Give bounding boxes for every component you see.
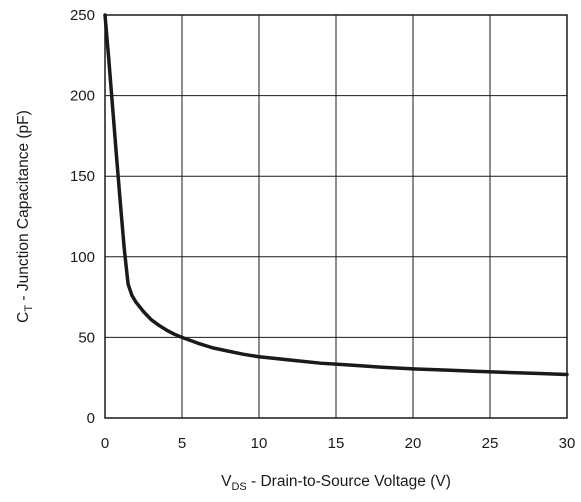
series-layer (103, 13, 569, 377)
x-tick-label: 15 (328, 435, 345, 452)
x-tick-label: 10 (251, 435, 268, 452)
plot-frame (104, 14, 568, 419)
y-axis-title-rest: - Junction Capacitance (pF) (15, 110, 32, 305)
x-tick-label: 25 (482, 435, 499, 452)
x-axis-title-rest: - Drain-to-Source Voltage (V) (247, 473, 451, 490)
y-axis-title-main: C (15, 312, 32, 323)
tick-labels: 0 5 10 15 20 25 30 0 50 100 150 200 250 (70, 7, 575, 452)
y-tick-label: 150 (70, 168, 95, 185)
x-tick-label: 0 (101, 435, 109, 452)
y-tick-label: 100 (70, 249, 95, 266)
y-axis-title: CT - Junction Capacitance (pF) (15, 110, 35, 323)
y-axis-title-subscript: T (23, 305, 35, 312)
x-tick-label: 20 (405, 435, 422, 452)
capacitance-curve (103, 13, 569, 377)
x-axis-title-subscript: DS (231, 481, 246, 493)
x-tick-label: 30 (559, 435, 576, 452)
y-tick-label: 50 (78, 329, 95, 346)
y-tick-label: 200 (70, 88, 95, 105)
x-axis-title: VDS - Drain-to-Source Voltage (V) (221, 473, 451, 493)
y-tick-label: 0 (87, 410, 95, 427)
x-tick-label: 5 (178, 435, 186, 452)
y-tick-label: 250 (70, 7, 95, 24)
x-axis-title-main: V (221, 473, 232, 490)
grid (105, 15, 567, 418)
